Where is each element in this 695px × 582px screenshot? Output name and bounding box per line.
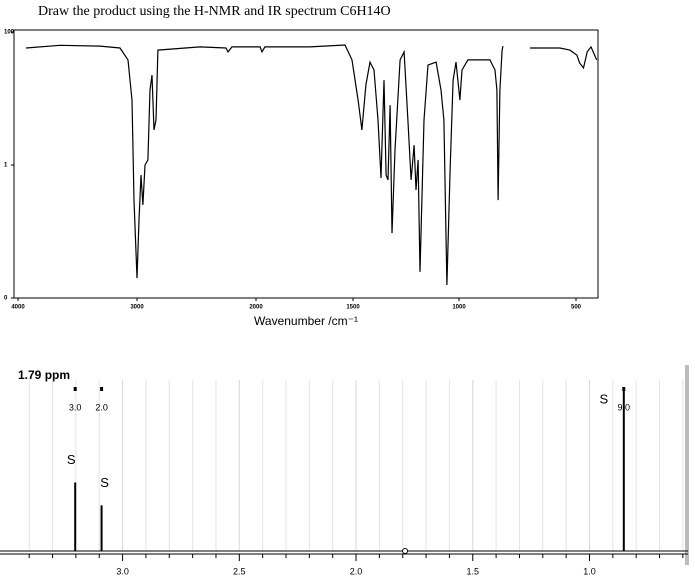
integral-mark: [73, 387, 77, 391]
y-tick-label: 1: [4, 163, 8, 169]
integral-label: 3.0: [69, 402, 82, 412]
ir-frame: [13, 29, 599, 299]
y-tick-label: 0: [4, 296, 8, 302]
x-tick-label: 500: [571, 305, 582, 311]
x-tick-label: 1000: [452, 305, 466, 311]
x-tick-label: 4000: [11, 305, 25, 311]
cursor-label: 1.79 ppm: [18, 368, 70, 382]
scrollbar: [685, 365, 689, 565]
multiplicity-label: S: [599, 391, 608, 406]
integral-label: 2.0: [95, 402, 108, 412]
x-tick-label: 2.5: [233, 566, 246, 576]
cursor-marker: [402, 548, 409, 554]
multiplicity-label: S: [100, 475, 109, 490]
integral-mark: [100, 387, 104, 391]
x-tick-label: 2.0: [350, 566, 363, 576]
x-axis-label: Wavenumber /cm⁻¹: [254, 314, 358, 328]
x-tick-label: 1.0: [583, 566, 596, 576]
ir-trace: [25, 44, 598, 286]
x-tick-label: 1.5: [467, 566, 480, 576]
integral-mark: [622, 387, 626, 391]
integral-label: 9.0: [618, 402, 631, 412]
x-tick-label: 2000: [249, 305, 263, 311]
multiplicity-label: S: [67, 452, 76, 467]
x-tick-label: 3.0: [116, 566, 129, 576]
x-tick-label: 1500: [346, 305, 360, 311]
page-title: Draw the product using the H-NMR and IR …: [38, 4, 391, 19]
x-tick-label: 3000: [130, 305, 144, 311]
y-tick-label: 100: [4, 30, 15, 36]
